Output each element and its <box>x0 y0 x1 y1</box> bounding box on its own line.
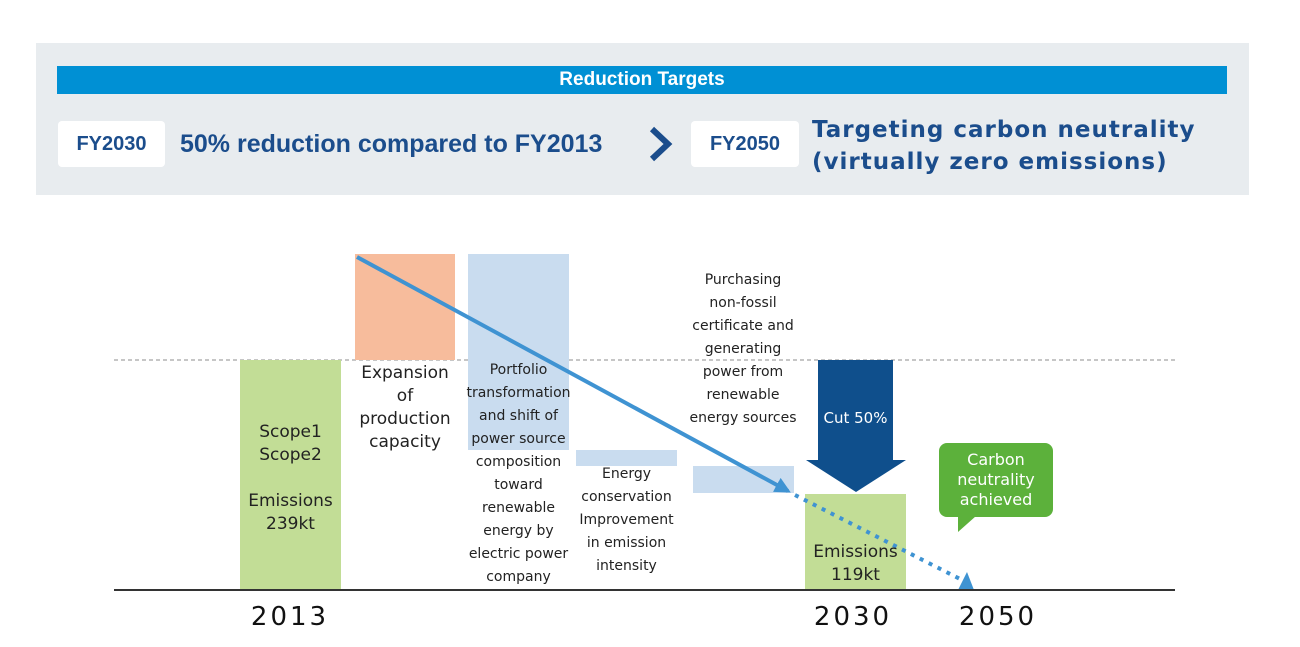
bar-2030-line2: 119kt <box>831 565 880 585</box>
portfolio-line: company <box>486 569 551 585</box>
bubble-label: Carbon neutrality achieved <box>939 450 1053 510</box>
reduction-targets-heading: Reduction Targets <box>57 66 1227 94</box>
purchasing-block <box>693 466 794 493</box>
bubble-line1: Carbon <box>967 450 1025 469</box>
year-label-2030: 2030 <box>813 602 893 632</box>
bar-2013 <box>240 360 341 590</box>
fy2030-goal-text: 50% reduction compared to FY2013 <box>180 130 603 158</box>
bar-2013-line3: Emissions <box>248 491 333 511</box>
trend-arrow <box>356 255 791 493</box>
expansion-line1: Expansion <box>361 363 449 383</box>
arrowhead-2050 <box>958 572 974 590</box>
bubble-tail <box>958 516 976 532</box>
energy-line: Improvement <box>579 512 674 528</box>
expansion-block <box>355 254 455 360</box>
purchasing-line: renewable <box>706 387 780 403</box>
portfolio-line: Portfolio <box>489 362 548 378</box>
bubble-line3: achieved <box>959 490 1033 509</box>
bar-2013-line4: 239kt <box>266 514 315 534</box>
portfolio-line: renewable <box>482 500 555 516</box>
carbon-neutrality-bubble <box>939 443 1053 517</box>
bar-2013-line2: Scope2 <box>259 445 322 465</box>
portfolio-line: and shift of <box>479 408 558 424</box>
portfolio-line: power source <box>471 431 566 447</box>
bar-2013-line1: Scope1 <box>259 422 322 442</box>
fy2050-goal-line2: (virtually zero emissions) <box>812 149 1168 175</box>
expansion-line3: production <box>359 409 451 429</box>
energy-line: intensity <box>596 558 657 574</box>
cut-50-arrow <box>806 360 906 492</box>
portfolio-line: energy by <box>483 523 554 539</box>
energy-line: in emission <box>586 535 667 551</box>
purchasing-line: Purchasing <box>704 272 782 288</box>
year-label-2050: 2050 <box>958 602 1038 632</box>
bar-2013-label: Scope1 Scope2 Emissions 239kt <box>240 421 341 536</box>
purchasing-line: non-fossil <box>709 295 777 311</box>
energy-line: Energy <box>601 466 651 482</box>
expansion-line2: of <box>396 386 414 406</box>
purchasing-line: energy sources <box>689 410 797 426</box>
portfolio-line: toward <box>494 477 543 493</box>
trend-dotted-line <box>794 493 963 582</box>
fy2030-badge: FY2030 <box>58 121 165 167</box>
chevron-right-icon <box>649 126 673 162</box>
bar-2030-line1: Emissions <box>813 542 898 562</box>
cut-50-label: Cut 50% <box>823 409 888 427</box>
fy2050-goal-line1: Targeting carbon neutrality <box>812 117 1196 143</box>
bubble-line2: neutrality <box>957 470 1035 489</box>
portfolio-label: Portfolio transformation and shift of po… <box>456 359 581 589</box>
expansion-line4: capacity <box>369 432 441 452</box>
expansion-label: Expansion of production capacity <box>345 362 465 454</box>
energy-line: conservation <box>581 489 672 505</box>
fy2050-badge: FY2050 <box>691 121 799 167</box>
portfolio-line: composition <box>475 454 562 470</box>
purchasing-line: certificate and <box>692 318 794 334</box>
portfolio-line: electric power <box>468 546 569 562</box>
energy-label: Energy conservation Improvement in emiss… <box>566 463 687 578</box>
portfolio-block <box>468 254 569 450</box>
fy2050-goal-text: Targeting carbon neutrality (virtually z… <box>812 114 1195 178</box>
bar-2030-label: Emissions 119kt <box>805 541 906 587</box>
purchasing-label: Purchasing non-fossil certificate and ge… <box>678 269 808 430</box>
energy-conservation-block <box>576 450 677 466</box>
purchasing-line: power from <box>702 364 784 380</box>
purchasing-line: generating <box>704 341 782 357</box>
portfolio-line: transformation <box>466 385 571 401</box>
year-label-2013: 2013 <box>250 602 330 632</box>
